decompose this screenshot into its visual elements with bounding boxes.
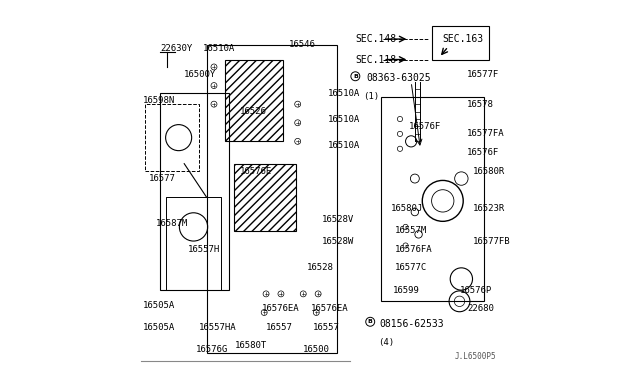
Text: 16557: 16557 (266, 323, 293, 332)
Text: 16578: 16578 (467, 100, 494, 109)
Text: 16576EA: 16576EA (310, 304, 348, 313)
Text: 16510A: 16510A (328, 115, 360, 124)
Text: 08156-62533: 08156-62533 (380, 319, 444, 328)
Text: 16528: 16528 (307, 263, 334, 272)
Text: SEC.118: SEC.118 (355, 55, 396, 64)
Bar (431, 26, 489, 60)
Text: 16577FA: 16577FA (467, 129, 504, 138)
Text: 16577FB: 16577FB (472, 237, 510, 246)
Text: 16576EA: 16576EA (262, 304, 300, 313)
Text: 16523R: 16523R (472, 204, 505, 213)
Text: 16557M: 16557M (394, 226, 427, 235)
Bar (234, 164, 296, 231)
Text: 16557HA: 16557HA (199, 323, 237, 332)
Text: 16576F: 16576F (410, 122, 442, 131)
Text: 16576P: 16576P (460, 286, 492, 295)
Text: 16587M: 16587M (156, 219, 189, 228)
Text: 16510A: 16510A (328, 89, 360, 97)
Bar (225, 60, 283, 141)
Text: (1): (1) (363, 92, 379, 101)
Text: 22630Y: 22630Y (160, 44, 192, 53)
Text: 16598N: 16598N (143, 96, 175, 105)
Text: 16510A: 16510A (328, 141, 360, 150)
Text: 16576F: 16576F (467, 148, 499, 157)
Text: 08363-63025: 08363-63025 (367, 73, 431, 83)
Text: B: B (353, 74, 358, 79)
Bar (207, 45, 337, 353)
Bar (160, 93, 229, 290)
Text: 16528V: 16528V (322, 215, 354, 224)
Text: 16557: 16557 (312, 323, 339, 332)
Text: 16528W: 16528W (322, 237, 354, 246)
Text: 16577F: 16577F (467, 70, 499, 79)
Text: 16505A: 16505A (143, 301, 175, 310)
Text: 22680: 22680 (467, 304, 494, 313)
Text: 16510A: 16510A (203, 44, 235, 53)
Text: 16576FA: 16576FA (394, 245, 432, 254)
Text: 16580J: 16580J (390, 204, 423, 213)
Text: B: B (368, 319, 372, 324)
Text: 16500Y: 16500Y (184, 70, 216, 79)
Text: SEC.163: SEC.163 (443, 34, 484, 44)
Text: 16577C: 16577C (394, 263, 427, 272)
Text: 16580R: 16580R (472, 167, 505, 176)
Text: 16500: 16500 (303, 345, 330, 354)
Text: 16546: 16546 (289, 40, 316, 49)
Text: SEC.148: SEC.148 (355, 34, 396, 44)
Text: (4): (4) (378, 338, 394, 347)
Text: 16526: 16526 (240, 107, 267, 116)
Text: 16580T: 16580T (234, 341, 267, 350)
Bar (381, 97, 484, 301)
Text: 16557H: 16557H (188, 245, 220, 254)
Text: 16505A: 16505A (143, 323, 175, 332)
Text: 16576G: 16576G (195, 345, 228, 354)
Text: J.L6500P5: J.L6500P5 (455, 352, 497, 361)
Text: 16576E: 16576E (240, 167, 272, 176)
Text: 16599: 16599 (392, 286, 419, 295)
Text: 16577: 16577 (149, 174, 176, 183)
